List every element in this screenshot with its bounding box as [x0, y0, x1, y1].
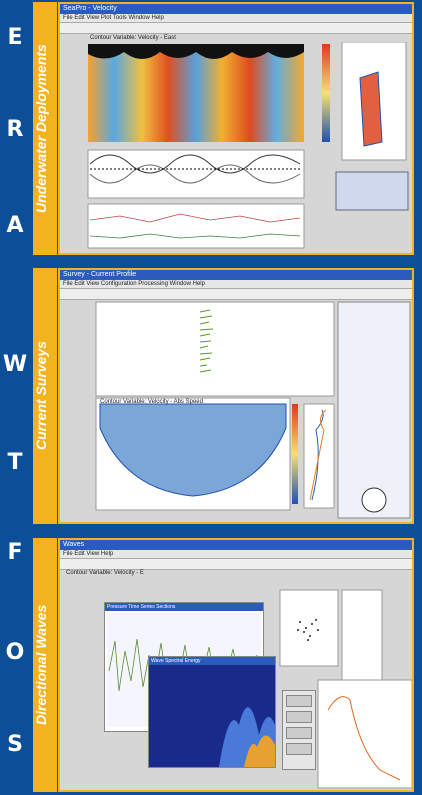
- data-summary-panel: [337, 301, 411, 519]
- velocity-vectors: [199, 309, 214, 373]
- profile-line-2: [309, 409, 327, 501]
- letter-r: R: [6, 117, 24, 142]
- surface-mask: [88, 44, 304, 59]
- time-series-line-3: [89, 213, 301, 223]
- screenshot-underwater: SeaPro - Velocity File Edit View Plot To…: [58, 2, 414, 255]
- time-series-plot-1: [87, 149, 305, 199]
- scatter-points: [297, 619, 319, 641]
- background-plots: [279, 589, 412, 789]
- letter-t: T: [7, 450, 23, 475]
- vector-profile-plot: [95, 301, 335, 397]
- control-button-1[interactable]: [286, 695, 312, 707]
- plot-title: Contour Variable: Velocity - East: [90, 35, 176, 41]
- scatter-plot: [279, 589, 339, 667]
- section-title-underwater: Underwater Deployments: [33, 44, 49, 213]
- toolbar[interactable]: [60, 289, 412, 300]
- wave-spectral-energy-window[interactable]: Wave Spectral Energy: [148, 656, 276, 768]
- window-title: Wave Spectral Energy: [149, 657, 275, 665]
- 3d-profile-surface: [359, 71, 383, 147]
- plot-title: Contour Variable: Velocity - Abs Speed: [100, 399, 203, 405]
- section-title-current: Current Surveys: [33, 341, 49, 451]
- letter-e: E: [7, 25, 23, 50]
- letter-o: O: [5, 640, 25, 665]
- toolbar[interactable]: [60, 559, 412, 570]
- time-series-plot-2: [87, 203, 305, 249]
- settings-dialog[interactable]: [335, 171, 409, 211]
- compass-rose: [361, 487, 387, 513]
- plot-title: Contour Variable: Velocity - E: [66, 570, 144, 576]
- energy-band-2: [244, 735, 275, 767]
- menu-bar[interactable]: File Edit View Plot Tools Window Help: [60, 14, 412, 23]
- colorbar: [292, 404, 298, 504]
- section-label-bar-2: Current Surveys: [33, 268, 57, 524]
- control-button-4[interactable]: [286, 743, 312, 755]
- letter-f: F: [7, 540, 23, 565]
- velocity-contour: [88, 44, 304, 142]
- screenshot-current-surveys: Survey - Current Profile File Edit View …: [58, 268, 414, 524]
- letter-w: W: [2, 352, 28, 377]
- section-label-bar-1: Underwater Deployments: [33, 2, 57, 255]
- spectrum-plot: [317, 679, 412, 789]
- menu-bar[interactable]: File Edit View Help: [60, 550, 412, 559]
- letter-s: S: [7, 732, 23, 757]
- screenshot-directional-waves: Waves File Edit View Help Contour Variab…: [58, 538, 414, 792]
- time-series-line-4: [89, 233, 301, 239]
- window-titlebar: Waves: [60, 540, 412, 550]
- toolbar[interactable]: [60, 23, 412, 34]
- control-buttons-panel: [282, 690, 316, 770]
- plot-area: [95, 301, 411, 519]
- menu-bar[interactable]: File Edit View Configuration Processing …: [60, 280, 412, 289]
- spectral-energy-plot: [149, 665, 275, 767]
- spectrum-line: [327, 696, 401, 781]
- window-titlebar: SeaPro - Velocity: [60, 4, 412, 14]
- letter-a: A: [6, 213, 24, 238]
- colorbar: [322, 44, 330, 142]
- plot-area: [87, 42, 409, 249]
- section-label-bar-3: Directional Waves: [33, 538, 57, 792]
- channel-cross-section: [99, 403, 287, 497]
- section-title-waves: Directional Waves: [33, 604, 49, 726]
- profile-line-1: [311, 409, 324, 501]
- control-button-2[interactable]: [286, 711, 312, 723]
- profile-plot: [303, 403, 335, 509]
- time-series-line-2: [89, 164, 301, 184]
- window-title: Pressure Time Series Sections: [105, 603, 263, 611]
- time-series-line-1: [89, 154, 301, 174]
- window-titlebar: Survey - Current Profile: [60, 270, 412, 280]
- control-button-3[interactable]: [286, 727, 312, 739]
